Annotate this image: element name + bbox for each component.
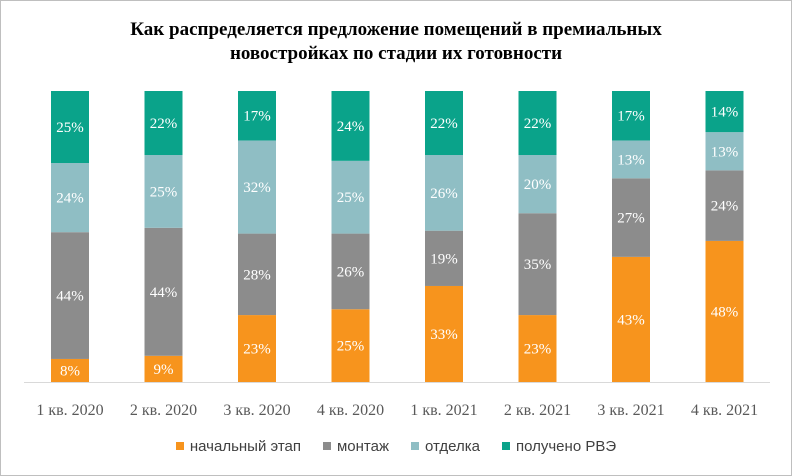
bar-segment (51, 358, 89, 382)
x-tick-label: 1 кв. 2021 (410, 402, 477, 419)
data-label: 22% (524, 116, 552, 132)
data-label: 9% (154, 362, 174, 378)
bar-segment (705, 170, 744, 241)
data-label: 24% (337, 119, 365, 135)
data-label: 25% (56, 120, 84, 136)
bar-segment (518, 315, 557, 382)
data-label: 23% (524, 342, 552, 358)
x-tick-label: 2 кв. 2020 (130, 402, 197, 419)
legend-item: монтаж (322, 436, 390, 456)
bar-segment (238, 315, 276, 382)
data-label: 43% (617, 312, 645, 328)
bar-segment (331, 91, 370, 161)
bar-segment (425, 91, 463, 156)
legend-label: начальный этап (189, 437, 301, 455)
bar-segment (612, 91, 650, 141)
chart-title-line-1: Как распределяется предложение помещений… (130, 19, 662, 40)
x-tick-label: 3 кв. 2020 (223, 402, 290, 419)
data-label: 17% (617, 109, 645, 125)
data-label: 44% (56, 289, 84, 305)
bar-segment (612, 256, 650, 382)
data-label: 25% (337, 190, 365, 206)
bar-segment (518, 213, 557, 316)
data-label: 22% (430, 116, 458, 132)
data-label: 23% (243, 342, 271, 358)
legend-label: отделка (425, 437, 480, 455)
bar-segment (144, 155, 183, 228)
bar-segment (331, 233, 370, 310)
data-label: 48% (711, 304, 739, 320)
data-label: 8% (60, 363, 80, 379)
data-label: 24% (56, 191, 84, 207)
data-label: 33% (430, 327, 458, 343)
bar-segment (705, 132, 744, 171)
x-tick-label: 3 кв. 2021 (597, 402, 664, 419)
legend-swatch (501, 442, 510, 450)
legend-item: отделка (411, 436, 480, 456)
x-tick-label: 4 кв. 2020 (317, 402, 384, 419)
data-label: 14% (711, 105, 739, 121)
x-tick-label: 4 кв. 2021 (691, 402, 758, 419)
legend-label: монтаж (336, 437, 390, 455)
legend-swatch (411, 442, 420, 450)
data-label: 28% (243, 267, 271, 283)
data-label: 26% (430, 186, 458, 202)
chart-title-line-2: новостройках по стадии их готовности (229, 43, 563, 64)
bar-segment (51, 163, 89, 233)
bar-segment (612, 178, 650, 257)
bar-segment (705, 91, 744, 133)
bar-segment (425, 285, 463, 382)
bar-segment (518, 91, 557, 156)
legend-swatch (175, 442, 184, 450)
chart-legend: начальный этап монтаж отделка получено РВЭ (0, 436, 792, 456)
legend-item: получено РВЭ (501, 436, 617, 456)
data-label: 25% (150, 184, 178, 200)
data-label: 13% (617, 152, 645, 168)
bar-segment (238, 91, 276, 141)
x-tick-label: 1 кв. 2020 (36, 402, 103, 419)
data-label: 24% (711, 199, 739, 215)
bar-segment (705, 240, 744, 382)
bar-segment (518, 155, 557, 214)
bar-segment (425, 230, 463, 286)
data-label: 19% (430, 251, 458, 267)
data-label: 13% (711, 144, 739, 160)
data-label: 35% (524, 257, 552, 273)
bar-segment (425, 155, 463, 231)
bar-segment (238, 233, 276, 316)
bar-segment (331, 160, 370, 234)
data-label: 20% (524, 177, 552, 193)
bar-segment (144, 227, 183, 356)
bar-segment (238, 140, 276, 234)
data-label: 25% (337, 339, 365, 355)
x-tick-label: 2 кв. 2021 (504, 402, 571, 419)
data-label: 27% (617, 211, 645, 227)
legend-item: начальный этап (175, 436, 301, 456)
data-label: 22% (150, 116, 178, 132)
bar-segment (144, 91, 183, 156)
data-label: 44% (150, 285, 178, 301)
legend-swatch (322, 442, 331, 450)
bar-segment (51, 91, 89, 164)
bar-segment (144, 355, 183, 382)
data-label: 26% (337, 264, 365, 280)
data-label: 17% (243, 109, 271, 125)
bar-segment (331, 309, 370, 382)
bar-segment (51, 232, 89, 359)
chart-title: Как распределяется предложение помещений… (0, 18, 792, 66)
legend-label: получено РВЭ (515, 437, 617, 455)
data-label: 32% (243, 180, 271, 196)
bar-segment (612, 140, 650, 179)
